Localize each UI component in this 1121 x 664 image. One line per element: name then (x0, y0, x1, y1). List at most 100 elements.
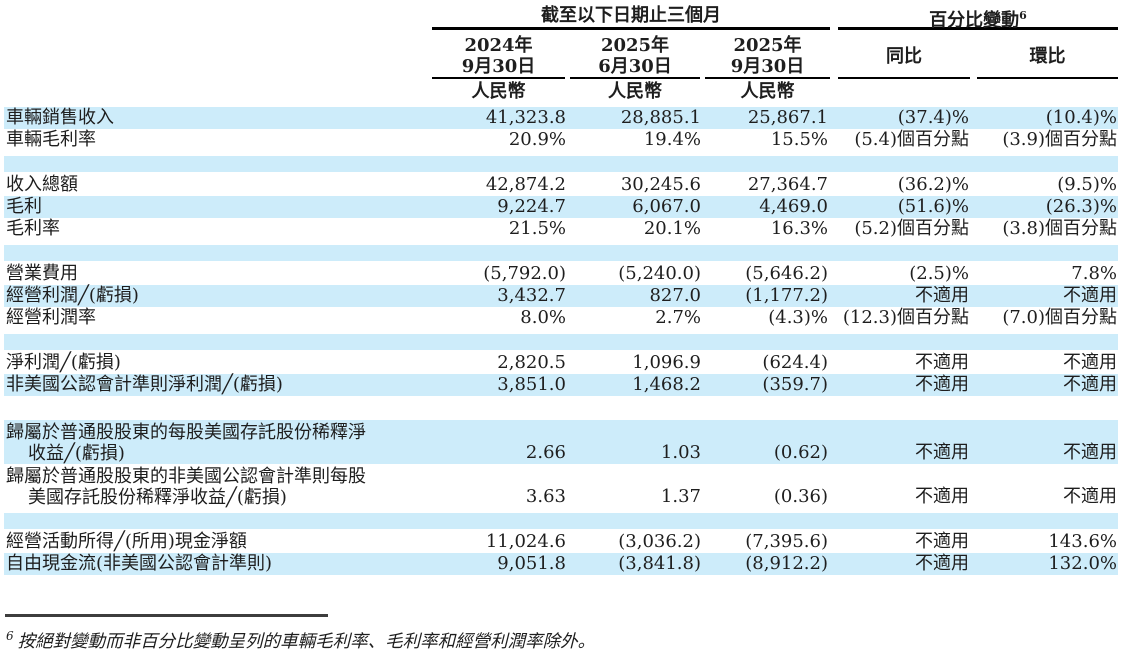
table-row: 營業費用 (5,792.0) (5,240.0) (5,646.2) (2.5)% 7.8… (4, 263, 1118, 285)
cell-2024-09-30: 3.63 (525, 486, 566, 507)
cell-2024-09-30: 2.66 (525, 442, 566, 463)
cell-qoq: 不適用 (1063, 374, 1117, 395)
cell-2024-09-30: 2,820.5 (497, 352, 566, 373)
cell-2025-09-30: (0.62) (773, 442, 828, 463)
table-row: 車輛銷售收入 41,323.8 28,885.1 25,867.1 (37.4)% (10… (4, 107, 1118, 129)
footnote-reference: 6 (1019, 9, 1027, 22)
table-row: 淨利潤╱(虧損) 2,820.5 1,096.9 (624.4) 不適用 不適用 (4, 352, 1118, 374)
table-body: 車輛銷售收入 41,323.8 28,885.1 25,867.1 (37.4)% (10… (0, 107, 1121, 575)
footnote-rule (5, 614, 328, 617)
cell-2025-06-30: 1,468.2 (632, 374, 701, 395)
cell-yoy: 不適用 (915, 553, 969, 574)
row-label: 營業費用 (6, 263, 78, 284)
period-year: 2025年 (733, 35, 802, 56)
cell-yoy: 不適用 (915, 442, 969, 463)
cell-qoq: 不適用 (1063, 352, 1117, 373)
table-row: 車輛毛利率 20.9% 19.4% 15.5% (5.4)個百分點 (3.9)個百分點 (4, 129, 1118, 151)
cell-yoy: (12.3)個百分點 (842, 307, 969, 328)
row-label-line: 美國存託股份稀釋淨收益╱(虧損) (28, 487, 287, 508)
group-header-text: 截至以下日期止三個月 (541, 5, 721, 26)
cell-qoq: 7.8% (1071, 263, 1117, 284)
cell-2025-06-30: 1,096.9 (632, 352, 701, 373)
footnote: 6 按絕對變動而非百分比變動呈列的車輛毛利率、毛利率和經營利潤率除外。 (6, 624, 1121, 654)
cell-qoq: (10.4)% (1045, 107, 1117, 128)
cell-2025-09-30: 25,867.1 (747, 107, 828, 128)
cell-2025-06-30: 1.37 (660, 486, 701, 507)
cell-yoy: (51.6)% (897, 196, 969, 217)
spacer-row (4, 513, 1118, 529)
cell-2025-09-30: (359.7) (762, 374, 828, 395)
header-label-spacer (0, 81, 432, 103)
row-label: 經營利潤率 (6, 307, 96, 328)
header-label-spacer (0, 5, 432, 30)
cell-2025-06-30: (5,240.0) (618, 263, 701, 284)
column-header-qoq: 環比 (977, 33, 1118, 79)
table-row: 非美國公認會計準則淨利潤╱(虧損) 3,851.0 1,468.2 (359.7) 不適… (4, 374, 1118, 396)
group-header-percentage-change: 百分比變動6 (838, 5, 1118, 31)
cell-2024-09-30: 42,874.2 (485, 174, 566, 195)
cell-2025-06-30: 30,245.6 (620, 174, 701, 195)
cell-qoq: (3.8)個百分點 (1002, 218, 1117, 239)
table-row: 歸屬於普通股股東的每股美國存託股份稀釋淨 收益╱(虧損) 2.66 1.03 (0.62… (4, 420, 1118, 464)
footnote-text: 按絕對變動而非百分比變動呈列的車輛毛利率、毛利率和經營利潤率除外。 (17, 631, 596, 652)
cell-2025-09-30: (0.36) (773, 486, 828, 507)
cell-yoy: (5.4)個百分點 (854, 129, 969, 150)
row-label: 收入總額 (6, 174, 78, 195)
cell-qoq: (7.0)個百分點 (1002, 307, 1117, 328)
cell-2024-09-30: 20.9% (508, 129, 566, 150)
header-gap (830, 33, 838, 79)
row-label: 毛利率 (6, 218, 60, 239)
cell-yoy: 不適用 (915, 352, 969, 373)
cell-2025-09-30: (1,177.2) (745, 285, 828, 306)
cell-2025-09-30: (624.4) (762, 352, 828, 373)
cell-qoq: 143.6% (1048, 531, 1117, 552)
cell-2024-09-30: 21.5% (508, 218, 566, 239)
cell-2024-09-30: 3,432.7 (497, 285, 566, 306)
cell-2025-06-30: 20.1% (643, 218, 701, 239)
row-label: 自由現金流(非美國公認會計準則) (6, 553, 273, 574)
table-row: 收入總額 42,874.2 30,245.6 27,364.7 (36.2)% (9.5)… (4, 174, 1118, 196)
cell-qoq: (26.3)% (1045, 196, 1117, 217)
cell-qoq: (3.9)個百分點 (1002, 129, 1117, 150)
cell-qoq: 不適用 (1063, 442, 1117, 463)
cell-2024-09-30: 9,224.7 (497, 196, 566, 217)
cell-2024-09-30: 9,051.8 (497, 553, 566, 574)
currency-label: 人民幣 (740, 81, 795, 102)
cell-yoy: (36.2)% (897, 174, 969, 195)
cell-2024-09-30: 41,323.8 (485, 107, 566, 128)
cell-yoy: 不適用 (915, 285, 969, 306)
spacer-row (4, 156, 1118, 172)
row-label: 毛利 (6, 196, 42, 217)
column-header-2025-09-30: 2025年 9月30日 (705, 33, 830, 79)
period-header-row: 2024年 9月30日 2025年 6月30日 2025年 9月30日 同比 環… (0, 33, 1121, 79)
row-label: 車輛毛利率 (6, 129, 96, 150)
period-date: 6月30日 (598, 56, 672, 77)
period-year: 2024年 (464, 35, 533, 56)
table-row: 毛利 9,224.7 6,067.0 4,469.0 (51.6)% (26.3)% (4, 196, 1118, 218)
footnote-ref: 6 (6, 629, 14, 643)
row-label: 淨利潤╱(虧損) (6, 352, 121, 373)
header-gap (830, 5, 838, 30)
table-row: 歸屬於普通股股東的非美國公認會計準則每股 美國存託股份稀釋淨收益╱(虧損) 3.63… (4, 464, 1118, 508)
column-header-2024-09-30: 2024年 9月30日 (432, 33, 565, 79)
row-label: 歸屬於普通股股東的非美國公認會計準則每股 美國存託股份稀釋淨收益╱(虧損) (4, 466, 432, 508)
yoy-label: 同比 (886, 45, 922, 67)
cell-2024-09-30: (5,792.0) (483, 263, 566, 284)
row-label-line: 歸屬於普通股股東的非美國公認會計準則每股 (6, 466, 366, 487)
row-label: 非美國公認會計準則淨利潤╱(虧損) (6, 374, 283, 395)
cell-2025-06-30: 19.4% (643, 129, 701, 150)
cell-2025-06-30: (3,036.2) (618, 531, 701, 552)
cell-qoq: (9.5)% (1057, 174, 1117, 195)
period-year: 2025年 (600, 35, 670, 56)
row-label-line: 歸屬於普通股股東的每股美國存託股份稀釋淨 (6, 422, 366, 443)
cell-2024-09-30: 8.0% (520, 307, 566, 328)
group-header-row: 截至以下日期止三個月 百分比變動6 (0, 5, 1121, 31)
row-label: 經營利潤╱(虧損) (6, 285, 139, 306)
currency-label: 人民幣 (471, 81, 526, 102)
cell-2025-06-30: 6,067.0 (632, 196, 701, 217)
table-row: 自由現金流(非美國公認會計準則) 9,051.8 (3,841.8) (8,912.2… (4, 553, 1118, 575)
table-row: 經營活動所得╱(所用)現金淨額 11,024.6 (3,036.2) (7,395.6… (4, 531, 1118, 553)
table-row: 毛利率 21.5% 20.1% 16.3% (5.2)個百分點 (3.8)個百分點 (4, 218, 1118, 240)
cell-2025-06-30: 2.7% (655, 307, 701, 328)
